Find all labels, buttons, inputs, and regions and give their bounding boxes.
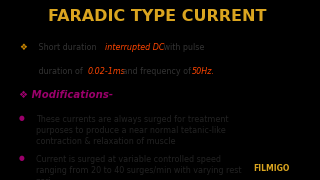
Text: ●: ● (19, 115, 25, 121)
Text: ❖ Modifications-: ❖ Modifications- (19, 90, 113, 100)
Text: These currents are always surged for treatment
purposes to produce a near normal: These currents are always surged for tre… (36, 115, 228, 146)
Text: 0.02-1ms: 0.02-1ms (88, 67, 125, 76)
Text: 50Hz.: 50Hz. (192, 67, 215, 76)
Text: interrupted DC: interrupted DC (105, 43, 164, 52)
Text: ●: ● (19, 155, 25, 161)
Text: FILMIGO: FILMIGO (253, 164, 289, 173)
Text: ❖: ❖ (19, 43, 27, 52)
Text: duration of: duration of (36, 67, 85, 76)
Text: and frequency of: and frequency of (120, 67, 194, 76)
Text: with pulse: with pulse (161, 43, 204, 52)
Text: Current is surged at variable controlled speed
ranging from 20 to 40 surges/min : Current is surged at variable controlled… (36, 155, 241, 180)
Text: Short duration: Short duration (36, 43, 99, 52)
Text: FARADIC TYPE CURRENT: FARADIC TYPE CURRENT (48, 9, 266, 24)
